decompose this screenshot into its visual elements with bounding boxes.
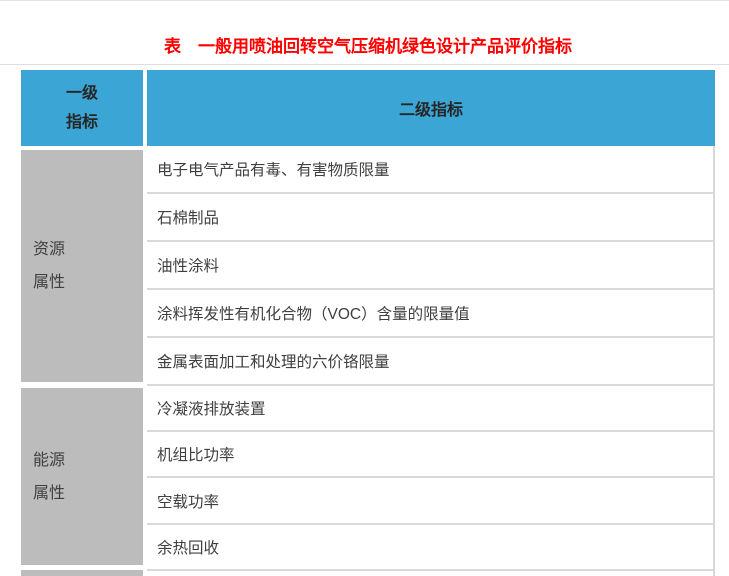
indicator-row: 机组比功率: [147, 432, 713, 478]
indicator-row: 余热回收: [147, 525, 713, 571]
indicator-row-cutoff: [147, 571, 713, 576]
category-resource-line1: 资源: [33, 241, 66, 258]
indicator-row: 金属表面加工和处理的六价铬限量: [147, 338, 713, 386]
category-column: 资源 属性 能源 属性: [21, 146, 143, 576]
category-cell-cutoff: [21, 570, 143, 576]
page-top-rule: [0, 0, 729, 1]
table-title: 表 一般用喷油回转空气压缩机绿色设计产品评价指标: [164, 37, 572, 56]
header-cell-level2: 二级指标: [147, 70, 715, 146]
title-divider: [0, 64, 729, 65]
header-cell-level1: 一级 指标: [21, 70, 143, 146]
category-cell-resource: 资源 属性: [21, 150, 143, 382]
indicator-row: 冷凝液排放装置: [147, 386, 713, 432]
category-energy-line1: 能源: [33, 451, 66, 469]
category-energy-line2: 属性: [33, 484, 66, 502]
table-body: 资源 属性 能源 属性 电子电气产品有毒、有害物质限量 石棉制品 油性涂料 涂料…: [21, 146, 715, 576]
category-cell-energy: 能源 属性: [21, 388, 143, 565]
header-level1-line2: 指标: [65, 114, 98, 131]
header-level1-line1: 一级: [65, 85, 98, 102]
indicator-row: 油性涂料: [147, 242, 713, 290]
indicator-row: 电子电气产品有毒、有害物质限量: [147, 146, 713, 194]
indicator-row: 空载功率: [147, 478, 713, 525]
table-header-row: 一级 指标 二级指标: [21, 70, 715, 146]
category-resource-line2: 属性: [33, 274, 66, 291]
evaluation-indicator-table: 一级 指标 二级指标 资源 属性 能源 属性 电子电气产品有毒、有害物质限量 石…: [21, 70, 715, 576]
indicator-row: 石棉制品: [147, 194, 713, 242]
indicator-column: 电子电气产品有毒、有害物质限量 石棉制品 油性涂料 涂料挥发性有机化合物（VOC…: [147, 146, 715, 576]
indicator-row: 涂料挥发性有机化合物（VOC）含量的限量值: [147, 290, 713, 338]
